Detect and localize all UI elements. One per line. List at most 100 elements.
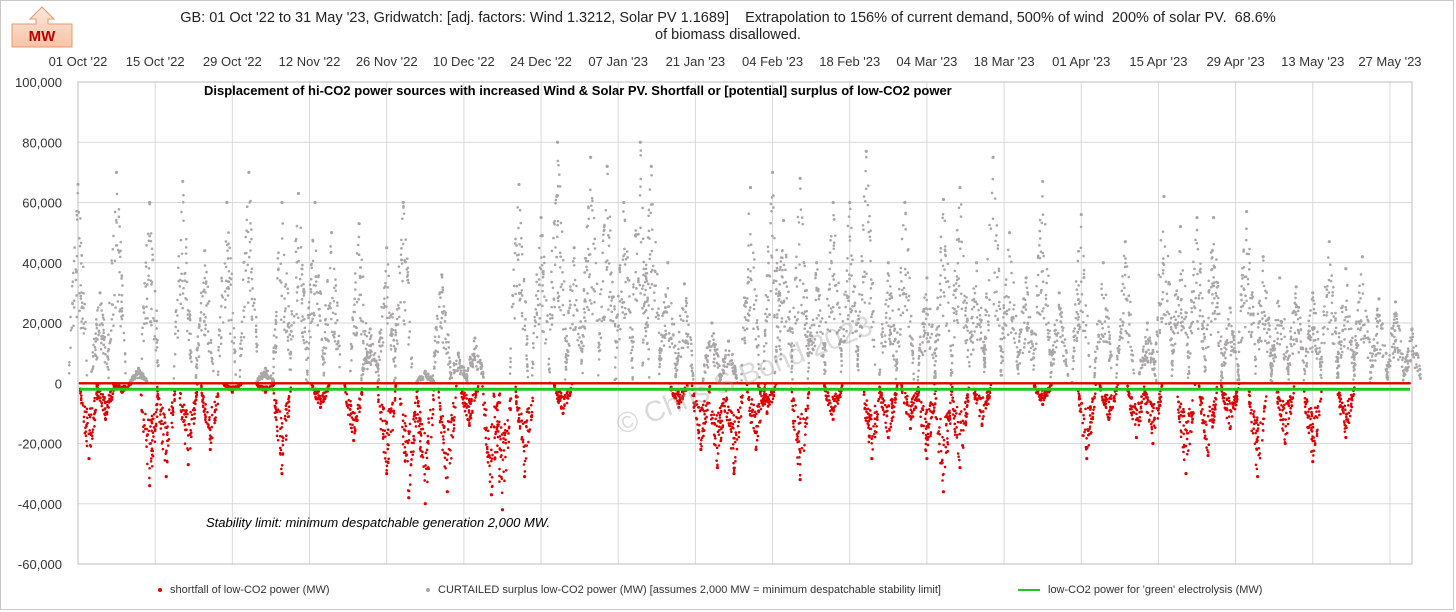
surplus-point [1245, 227, 1248, 231]
surplus-point [1334, 319, 1337, 322]
surplus-point [217, 345, 220, 349]
surplus-point [1253, 358, 1257, 362]
surplus-point [609, 229, 612, 232]
surplus-point [984, 308, 987, 312]
surplus-point [1140, 366, 1144, 369]
surplus-point [333, 332, 336, 336]
surplus-point [1366, 318, 1369, 321]
surplus-point [968, 364, 971, 368]
surplus-point [1161, 298, 1164, 301]
surplus-point [1050, 363, 1053, 367]
surplus-point [1146, 342, 1150, 345]
surplus-point [334, 289, 338, 293]
surplus-point [561, 328, 565, 331]
surplus-point [313, 313, 316, 317]
surplus-point [179, 302, 183, 306]
surplus-point [926, 313, 930, 316]
surplus-point [790, 370, 793, 374]
surplus-point [762, 359, 766, 363]
surplus-point [116, 300, 120, 303]
surplus-point [607, 262, 611, 265]
surplus-point [1018, 332, 1022, 336]
surplus-point [251, 287, 254, 290]
surplus-point [455, 359, 458, 363]
surplus-point-peak [903, 200, 907, 205]
surplus-point [1096, 347, 1099, 351]
surplus-point [685, 301, 689, 305]
surplus-point [948, 285, 951, 289]
surplus-point [1207, 279, 1211, 283]
surplus-point [1391, 352, 1395, 355]
surplus-point [778, 294, 782, 297]
surplus-point [1269, 372, 1273, 376]
surplus-point [232, 326, 236, 330]
surplus-point [377, 340, 381, 344]
surplus-point [984, 295, 988, 299]
surplus-point [185, 280, 189, 284]
surplus-point [115, 244, 119, 247]
surplus-point [1381, 343, 1384, 347]
surplus-point [240, 332, 244, 335]
surplus-point [1055, 318, 1059, 322]
surplus-point [389, 348, 393, 351]
surplus-point [870, 325, 873, 329]
surplus-point [216, 370, 220, 373]
surplus-point [1325, 288, 1329, 291]
surplus-point [644, 267, 648, 271]
surplus-point [947, 301, 950, 304]
surplus-point [1410, 349, 1414, 353]
surplus-point [452, 362, 456, 365]
surplus-point [1232, 338, 1236, 342]
surplus-point [600, 305, 603, 309]
surplus-point [100, 302, 103, 305]
surplus-point [182, 193, 185, 197]
surplus-point [623, 316, 626, 320]
surplus-point [560, 230, 564, 233]
surplus-point [185, 237, 188, 241]
surplus-point [746, 281, 749, 285]
surplus-point [708, 340, 712, 343]
surplus-point [766, 315, 769, 319]
surplus-point [1302, 378, 1306, 382]
surplus-point [1105, 340, 1109, 344]
surplus-point [889, 325, 893, 329]
surplus-point [1251, 305, 1255, 309]
surplus-point [95, 356, 99, 359]
surplus-point [1216, 281, 1220, 285]
surplus-point [670, 317, 674, 321]
surplus-point [84, 320, 87, 324]
surplus-point [521, 327, 525, 331]
surplus-point [794, 322, 797, 325]
surplus-point [1122, 293, 1126, 296]
surplus-point [821, 332, 824, 335]
surplus-point [1046, 304, 1050, 308]
surplus-point [1309, 338, 1312, 342]
surplus-point [361, 275, 365, 278]
surplus-point [806, 370, 810, 373]
surplus-point [224, 298, 227, 301]
surplus-point [572, 263, 576, 267]
surplus-point [898, 333, 902, 336]
surplus-point [939, 250, 942, 254]
surplus-point [557, 305, 561, 309]
surplus-point [1240, 284, 1243, 288]
surplus-point [650, 268, 654, 272]
surplus-point [634, 270, 638, 274]
surplus-point [1100, 293, 1104, 297]
surplus-point [147, 239, 151, 243]
surplus-point [949, 371, 953, 375]
surplus-point [334, 321, 337, 325]
surplus-point [441, 341, 445, 344]
surplus-point [391, 316, 394, 319]
surplus-point [207, 299, 211, 303]
surplus-point [1214, 317, 1217, 321]
surplus-point [1002, 304, 1005, 307]
surplus-point [558, 251, 562, 255]
surplus-point [1161, 272, 1165, 275]
surplus-point [621, 311, 625, 314]
surplus-point [525, 334, 529, 338]
surplus-point [1059, 335, 1062, 339]
surplus-point [333, 330, 336, 334]
surplus-point [395, 339, 399, 342]
surplus-point [1416, 354, 1420, 357]
